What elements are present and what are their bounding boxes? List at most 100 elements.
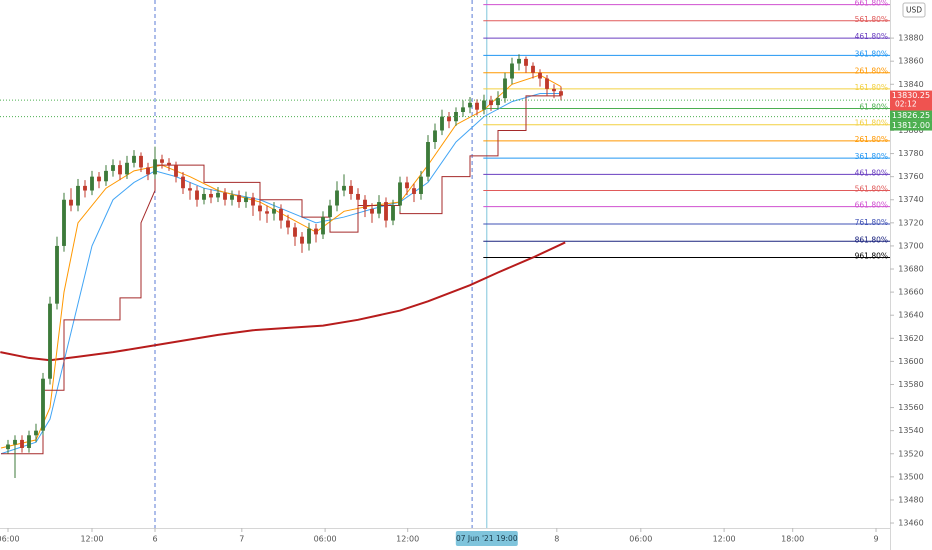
- x-tick-label: 06:00: [629, 535, 652, 544]
- candle-body: [342, 185, 346, 191]
- y-tick-label: 13640: [898, 311, 923, 320]
- crosshair-label-box: [455, 531, 518, 546]
- fib-label: 361.80%: [855, 152, 888, 161]
- candle-body: [237, 195, 241, 203]
- fib-label: 361.80%: [855, 49, 888, 58]
- x-tick-label: 18:00: [781, 535, 804, 544]
- candle-body: [517, 58, 521, 64]
- candle-body: [139, 155, 143, 168]
- candle-body: [384, 202, 388, 221]
- currency-label: USD: [906, 6, 922, 15]
- candle-body: [349, 185, 353, 194]
- y-tick-label: 13860: [898, 57, 923, 66]
- candle-body: [69, 199, 73, 206]
- price-tag: [890, 90, 932, 111]
- candle-body: [370, 208, 374, 214]
- candle-body: [195, 190, 199, 200]
- candle-body: [202, 193, 206, 200]
- candle-body: [482, 100, 486, 110]
- candle-body: [76, 185, 80, 206]
- y-tick-label: 13520: [898, 449, 923, 458]
- candle-body: [538, 72, 542, 79]
- y-tick-label: 13760: [898, 172, 923, 181]
- candle-body: [510, 63, 514, 79]
- y-tick-label: 13840: [898, 80, 923, 89]
- fib-label: 161.80%: [855, 83, 888, 92]
- candle-body: [405, 182, 409, 189]
- candle-body: [209, 193, 213, 198]
- candle-body: [118, 165, 122, 175]
- x-tick-label: 12:00: [396, 535, 419, 544]
- y-tick-label: 13780: [898, 149, 923, 158]
- candle-body: [160, 159, 164, 163]
- y-tick-label: 13480: [898, 495, 923, 504]
- candle-body: [97, 176, 101, 182]
- candle-body: [503, 78, 507, 99]
- fib-label: 561.80%: [855, 185, 888, 194]
- indicator-line: [0, 241, 566, 362]
- candle-body: [412, 188, 416, 194]
- candle-body: [321, 217, 325, 235]
- candle-body: [524, 58, 528, 66]
- candle-body: [363, 199, 367, 209]
- candle-body: [531, 65, 535, 73]
- candle-body: [90, 176, 94, 191]
- fib-label: 561.80%: [855, 15, 888, 24]
- fib-label: 761.80%: [855, 218, 888, 227]
- candle-body: [489, 100, 493, 106]
- fib-label: 661.80%: [855, 0, 888, 8]
- indicator-line: [1, 95, 562, 455]
- candle-body: [328, 205, 332, 218]
- y-tick-label: 13500: [898, 472, 923, 481]
- candle-body: [48, 303, 52, 379]
- x-tick-label: 12:00: [80, 535, 103, 544]
- y-tick-label: 13880: [898, 34, 923, 43]
- fib-label: 261.80%: [855, 67, 888, 76]
- candle-body: [433, 130, 437, 143]
- candle-body: [265, 211, 269, 214]
- fib-label: 861.80%: [855, 235, 888, 244]
- candle-body: [468, 102, 472, 108]
- x-tick-label: 9: [873, 535, 878, 544]
- currency-box[interactable]: [902, 2, 926, 18]
- x-tick-label: 12:00: [713, 535, 736, 544]
- candle-body: [34, 430, 38, 436]
- y-tick-label: 13460: [898, 519, 923, 528]
- candle-body: [167, 162, 171, 166]
- candle-body: [552, 88, 556, 92]
- fib-label: 161.80%: [855, 119, 888, 128]
- candle-body: [132, 155, 136, 163]
- crosshair-label: 07 Jun '21 19:00: [456, 534, 518, 543]
- candle-body: [216, 192, 220, 198]
- price-tag: [890, 110, 932, 121]
- candle-body: [188, 188, 192, 191]
- candle-body: [146, 167, 150, 175]
- candle-body: [6, 444, 10, 450]
- fib-label: 61.80%: [859, 103, 888, 112]
- candle-body: [244, 197, 248, 203]
- candle-body: [125, 162, 129, 175]
- candle-body: [335, 190, 339, 206]
- y-tick-label: 13720: [898, 218, 923, 227]
- candle-body: [111, 165, 115, 171]
- candle-body: [223, 192, 227, 200]
- price-tag-label: 13830.25: [892, 91, 930, 100]
- candle-body: [230, 195, 234, 200]
- price-tag-countdown: 02:12: [895, 100, 917, 109]
- price-tag-label: 13826.25: [892, 111, 930, 120]
- x-tick-label: 06:00: [314, 535, 337, 544]
- y-tick-label: 13540: [898, 426, 923, 435]
- candle-body: [13, 439, 17, 445]
- candle-body: [419, 176, 423, 194]
- x-tick-label: 7: [239, 535, 244, 544]
- candle-body: [181, 176, 185, 189]
- candle-body: [475, 102, 479, 110]
- candle-body: [27, 435, 31, 448]
- candle-body: [496, 98, 500, 106]
- y-tick-label: 13560: [898, 403, 923, 412]
- candle-body: [447, 116, 451, 122]
- candle-body: [293, 227, 297, 237]
- candle-body: [314, 228, 318, 235]
- y-tick-label: 13680: [898, 265, 923, 274]
